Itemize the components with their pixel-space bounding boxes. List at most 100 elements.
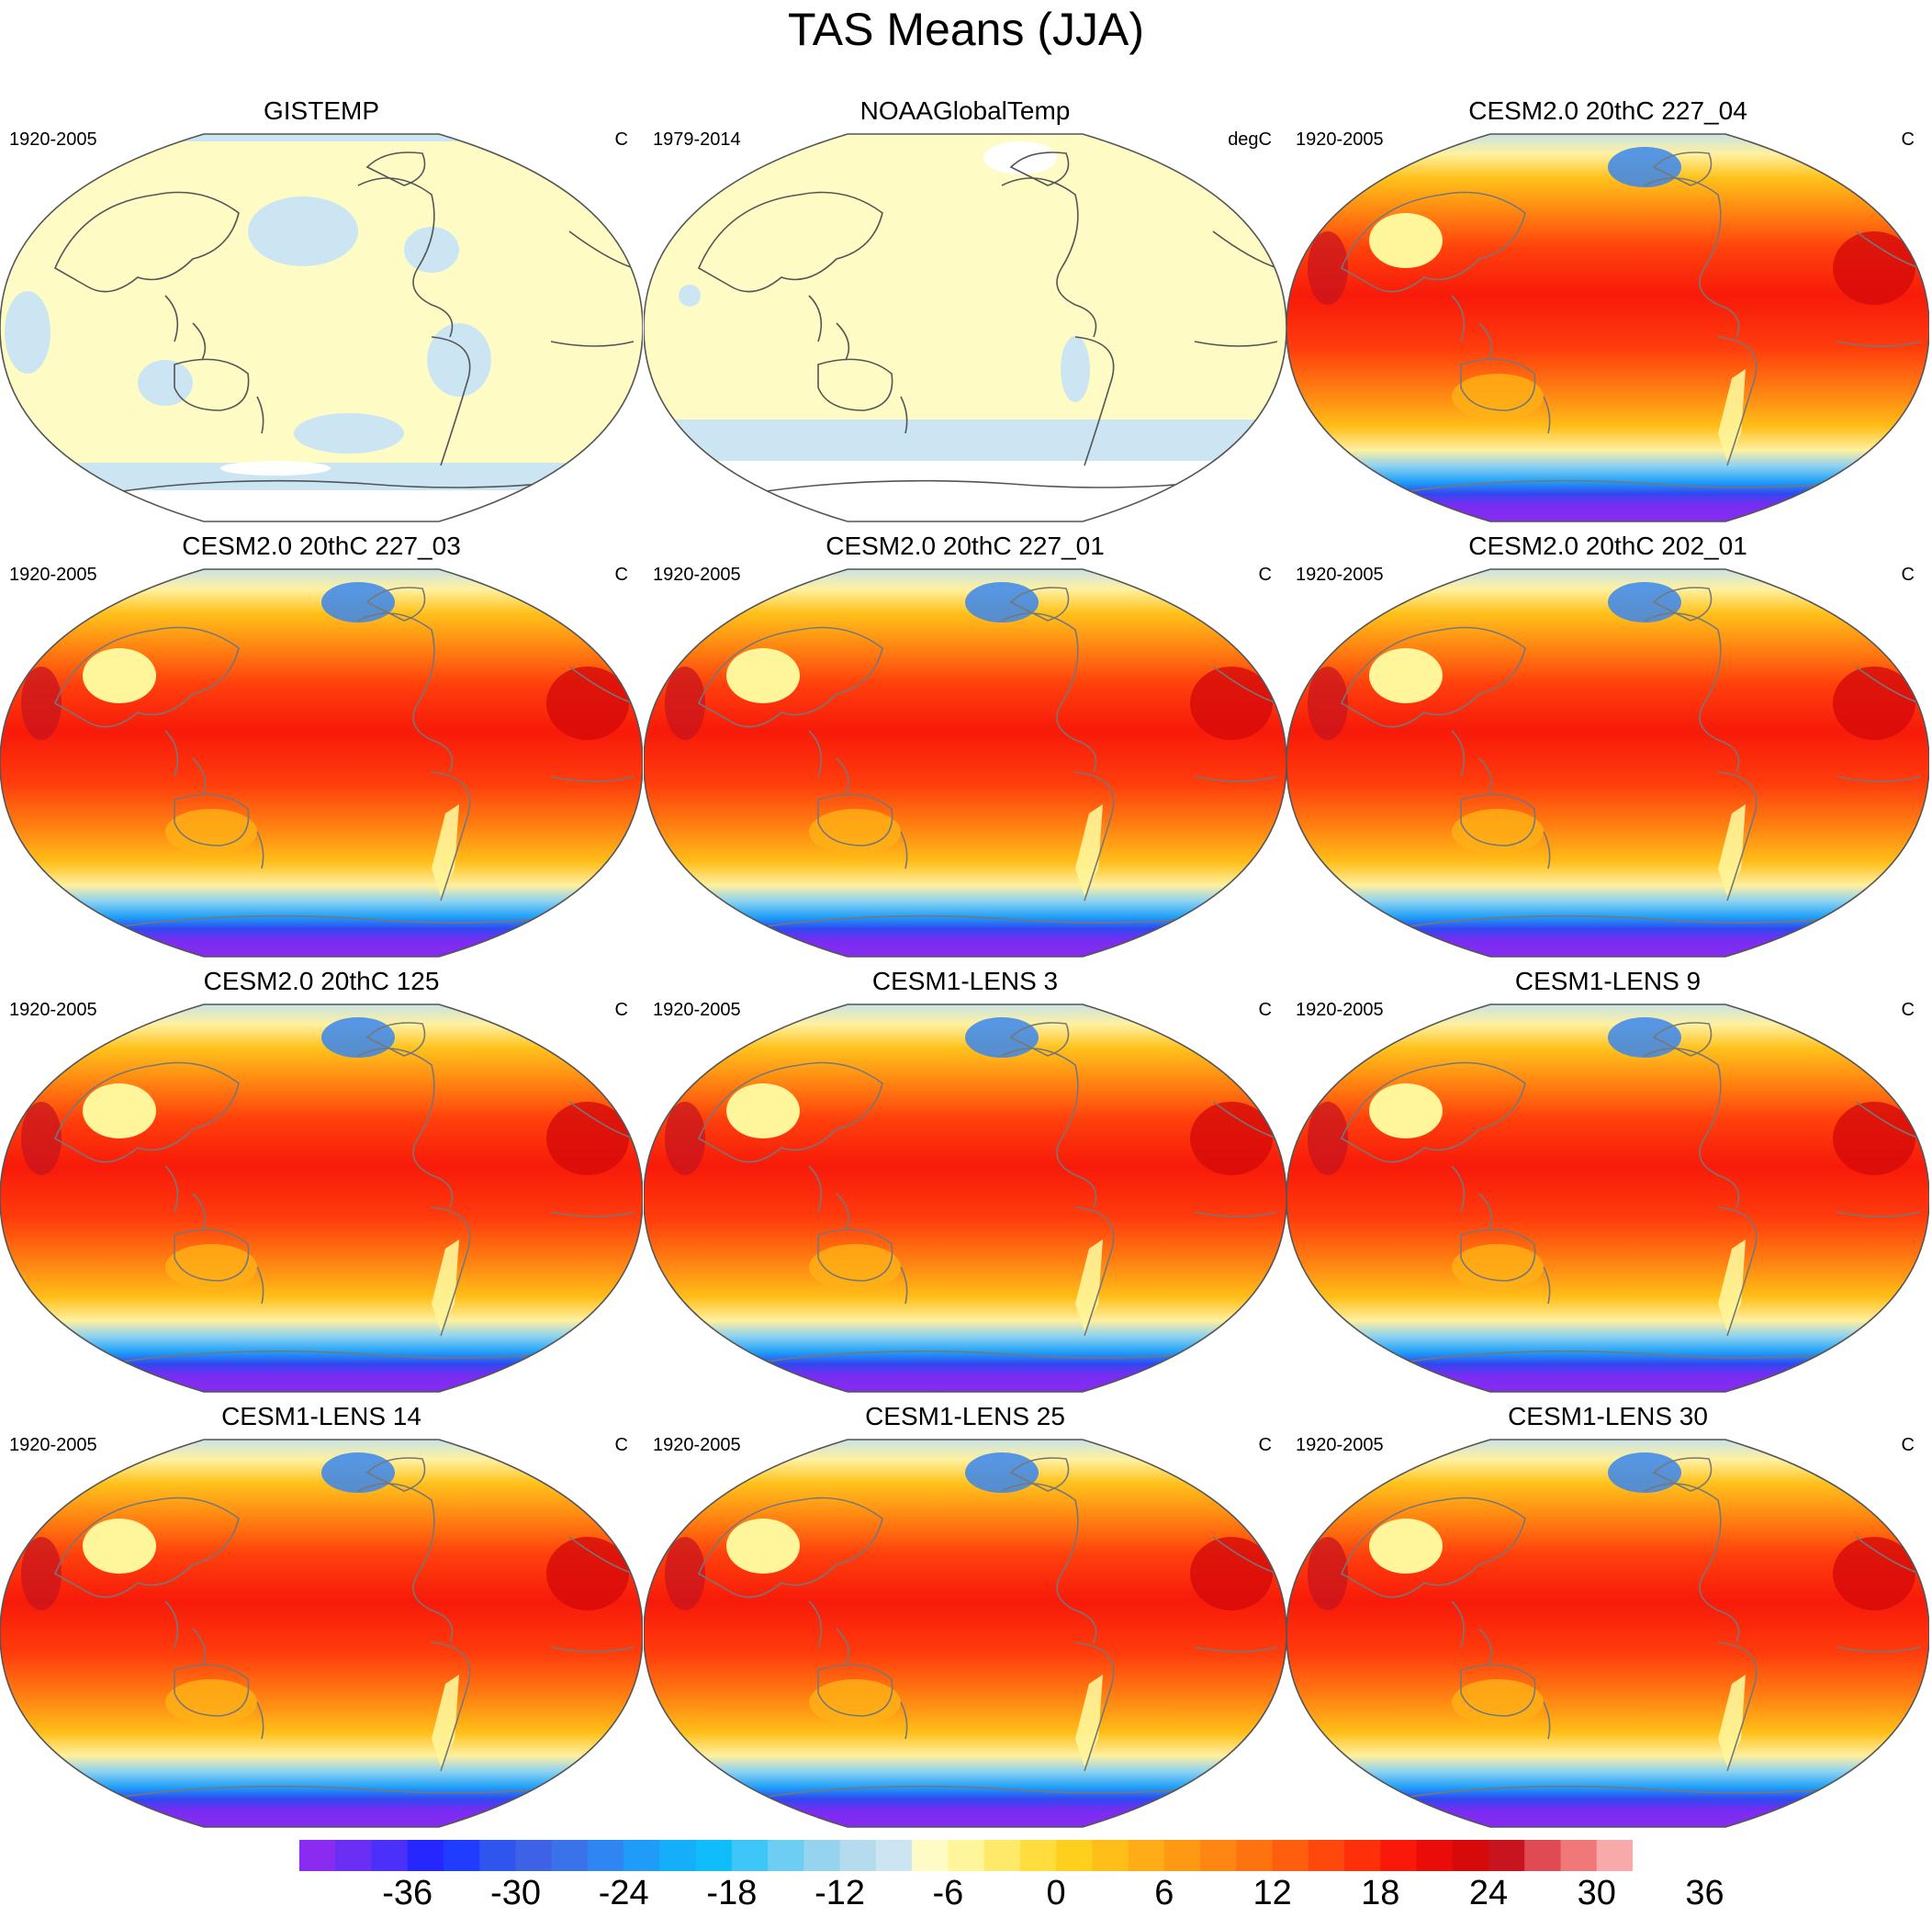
panel-title: CESM2.0 20thC 202_01 <box>1468 532 1747 560</box>
colorbar-box <box>1596 1840 1633 1871</box>
robinson-map <box>0 133 643 522</box>
colorbar-box <box>1236 1840 1274 1871</box>
panel-period: 1920-2005 <box>9 565 97 585</box>
panel-period: 1920-2005 <box>9 1000 97 1020</box>
colorbar-box <box>443 1840 480 1871</box>
colorbar-box <box>1488 1840 1525 1871</box>
colorbar-tick-label: -24 <box>598 1874 649 1912</box>
colorbar-tick-label: 6 <box>1154 1874 1174 1912</box>
panel-units: C <box>614 1435 628 1455</box>
map-panel: CESM1-LENS 25 1920-2005 C <box>644 1396 1286 1831</box>
robinson-map <box>0 1439 643 1828</box>
colorbar-box <box>1056 1840 1093 1871</box>
colorbar-box <box>1092 1840 1129 1871</box>
panel-title: CESM2.0 20thC 227_03 <box>182 532 461 560</box>
panel-title: CESM2.0 20thC 125 <box>203 967 440 995</box>
colorbar-tick-label: -18 <box>706 1874 758 1912</box>
colorbar-box <box>1344 1840 1381 1871</box>
colorbar-box <box>1019 1840 1057 1871</box>
colorbar-tick-label: -30 <box>490 1874 541 1912</box>
panel-title: CESM1-LENS 14 <box>221 1402 421 1430</box>
colorbar-box <box>551 1840 589 1871</box>
panel-title: CESM2.0 20thC 227_04 <box>1468 96 1747 125</box>
panel-period: 1920-2005 <box>1296 565 1384 585</box>
colorbar-box <box>299 1840 336 1871</box>
robinson-map <box>1286 133 1929 522</box>
robinson-map <box>0 1003 643 1393</box>
colorbar-box <box>407 1840 444 1871</box>
map-panel: CESM2.0 20thC 125 1920-2005 C <box>0 960 643 1396</box>
panel-units: C <box>1258 1000 1272 1020</box>
colorbar-box <box>479 1840 516 1871</box>
panel-title: CESM1-LENS 3 <box>871 967 1059 995</box>
colorbar-box <box>623 1840 660 1871</box>
robinson-map <box>1286 1003 1929 1393</box>
map-panel: CESM1-LENS 9 1920-2005 C <box>1286 960 1929 1396</box>
panel-title: CESM2.0 20thC 227_01 <box>826 532 1105 560</box>
panel-period: 1979-2014 <box>653 129 741 150</box>
colorbar-box <box>695 1840 733 1871</box>
colorbar-box <box>1524 1840 1562 1871</box>
colorbar-tick-label: 24 <box>1468 1874 1509 1912</box>
panel-units: C <box>614 565 628 585</box>
colorbar-tick-label: -6 <box>932 1874 964 1912</box>
colorbar-box <box>1380 1840 1418 1871</box>
robinson-map <box>1286 1439 1929 1828</box>
map-panel: NOAAGlobalTemp 1979-2014 degC <box>644 90 1286 525</box>
panel-units: C <box>1258 1435 1272 1455</box>
colorbar-box <box>948 1840 985 1871</box>
panel-units: C <box>1901 1000 1915 1020</box>
colorbar-tick-label: 0 <box>1046 1874 1066 1912</box>
colorbar-box <box>803 1840 841 1871</box>
colorbar-box <box>1200 1840 1237 1871</box>
panel-period: 1920-2005 <box>1296 129 1384 150</box>
colorbar-box <box>983 1840 1021 1871</box>
colorbar-tick-label: 30 <box>1577 1874 1616 1912</box>
panel-units: C <box>1901 565 1915 585</box>
panel-period: 1920-2005 <box>1296 1000 1384 1020</box>
colorbar-box <box>1272 1840 1309 1871</box>
colorbar-box <box>1163 1840 1201 1871</box>
figure-title: TAS Means (JJA) <box>787 4 1145 55</box>
panel-period: 1920-2005 <box>653 565 741 585</box>
colorbar-tick-label: 18 <box>1361 1874 1400 1912</box>
panel-title: NOAAGlobalTemp <box>859 96 1071 125</box>
colorbar-box <box>731 1840 769 1871</box>
panel-period: 1920-2005 <box>9 129 97 150</box>
colorbar-box <box>1452 1840 1489 1871</box>
colorbar-tick-label: -36 <box>382 1874 433 1912</box>
panel-title: CESM1-LENS 25 <box>865 1402 1065 1430</box>
map-panel: CESM1-LENS 30 1920-2005 C <box>1286 1396 1929 1831</box>
colorbar-tick-label: 36 <box>1685 1874 1724 1912</box>
map-panel: CESM2.0 20thC 227_01 1920-2005 C <box>644 525 1286 960</box>
panel-units: C <box>1901 1435 1915 1455</box>
colorbar-box <box>1560 1840 1598 1871</box>
colorbar-tick-label: -12 <box>814 1874 866 1912</box>
colorbar-box <box>912 1840 949 1871</box>
robinson-map <box>644 1003 1286 1393</box>
colorbar-box <box>659 1840 697 1871</box>
colorbar-box <box>1128 1840 1165 1871</box>
robinson-map <box>644 1439 1286 1828</box>
panel-period: 1920-2005 <box>653 1000 741 1020</box>
panel-units: degC <box>1228 129 1272 150</box>
colorbar-box <box>587 1840 624 1871</box>
panel-units: C <box>1901 129 1915 150</box>
panel-units: C <box>614 129 628 150</box>
robinson-map <box>0 568 643 958</box>
panel-units: C <box>614 1000 628 1020</box>
colorbar-labels: -36 -30 -24 -18 -12 -6 0 6 12 18 24 30 36 <box>299 1873 1724 1913</box>
map-panel: CESM2.0 20thC 227_03 1920-2005 C <box>0 525 643 960</box>
colorbar-box <box>768 1840 804 1871</box>
panel-units: C <box>1258 565 1272 585</box>
colorbar-box <box>839 1840 877 1871</box>
panel-period: 1920-2005 <box>653 1435 741 1455</box>
map-panel: GISTEMP 1920-2005 C <box>0 90 643 525</box>
map-panel: CESM1-LENS 14 1920-2005 C <box>0 1396 643 1831</box>
colorbar-box <box>335 1840 372 1871</box>
colorbar-box <box>875 1840 913 1871</box>
panel-title: CESM1-LENS 9 <box>1514 967 1702 995</box>
panel-period: 1920-2005 <box>1296 1435 1384 1455</box>
robinson-map <box>644 568 1286 958</box>
panel-title: GISTEMP <box>263 96 379 125</box>
